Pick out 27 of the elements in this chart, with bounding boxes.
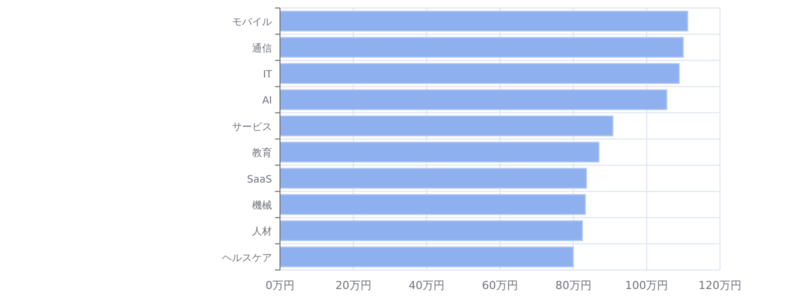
y-tick-label: AI	[262, 96, 272, 107]
y-tick-label: IT	[262, 70, 273, 80]
bar	[280, 220, 583, 242]
bar	[280, 115, 614, 136]
x-tick-label: 20万円	[335, 279, 372, 292]
bar	[280, 194, 586, 215]
y-tick-label: モバイル	[232, 17, 272, 28]
x-tick-label: 80万円	[555, 279, 592, 292]
x-tick-label: 40万円	[408, 279, 445, 292]
y-tick-label: 教育	[252, 147, 272, 160]
y-tick-label: SaaS	[247, 174, 272, 186]
x-tick-label: 120万円	[698, 279, 742, 292]
bar	[280, 168, 588, 189]
y-tick-label: ヘルスケア	[222, 252, 272, 264]
y-tick-label: サービス	[232, 122, 272, 133]
bar	[280, 10, 688, 32]
bar	[280, 36, 684, 58]
bar	[280, 89, 668, 110]
y-tick-label: 人材	[252, 226, 272, 238]
x-tick-label: 100万円	[625, 279, 668, 292]
y-tick-label: 機械	[252, 200, 272, 212]
x-tick-label: 60万円	[482, 279, 518, 292]
bar	[280, 142, 600, 163]
x-tick-label: 0万円	[266, 279, 294, 292]
y-tick-label: 通信	[252, 42, 272, 54]
bar	[280, 246, 574, 268]
bar	[280, 63, 680, 84]
